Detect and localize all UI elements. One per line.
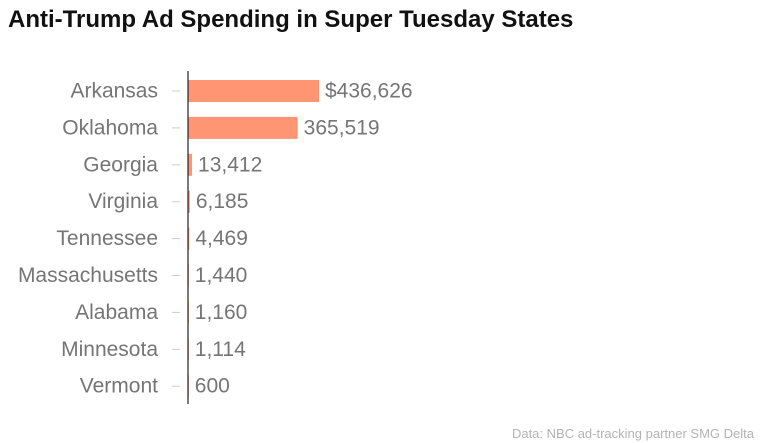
category-label: Georgia bbox=[83, 153, 158, 176]
value-label: $436,626 bbox=[325, 80, 413, 103]
category-label: Minnesota bbox=[61, 338, 158, 361]
value-label: 1,160 bbox=[195, 301, 248, 324]
category-ticks bbox=[172, 90, 180, 387]
value-label: 4,469 bbox=[195, 227, 248, 250]
value-label: 13,412 bbox=[198, 153, 262, 176]
value-label: 1,114 bbox=[195, 338, 246, 361]
bar bbox=[188, 153, 193, 176]
bar bbox=[188, 190, 190, 213]
category-labels: Arkansas Oklahoma Georgia Virginia Tennessee… bbox=[18, 80, 158, 398]
value-label: 1,440 bbox=[195, 264, 248, 287]
category-label: Alabama bbox=[75, 301, 158, 324]
bar bbox=[188, 80, 319, 102]
bar bbox=[188, 116, 298, 139]
value-label: 6,185 bbox=[196, 190, 249, 213]
chart-title: Anti-Trump Ad Spending in Super Tuesday … bbox=[8, 6, 574, 33]
category-label: Oklahoma bbox=[62, 116, 158, 139]
value-label: 600 bbox=[195, 375, 230, 398]
category-label: Arkansas bbox=[70, 80, 158, 103]
category-label: Vermont bbox=[80, 375, 158, 398]
category-label: Tennessee bbox=[56, 227, 158, 250]
bar bbox=[188, 227, 190, 250]
source-note: Data: NBC ad-tracking partner SMG Delta bbox=[511, 426, 754, 441]
category-label: Virginia bbox=[88, 190, 158, 213]
category-label: Massachusetts bbox=[18, 264, 158, 287]
value-labels: $436,626 365,519 13,412 6,185 4,469 1,440 1,16… bbox=[195, 80, 413, 398]
value-label: 365,519 bbox=[304, 116, 380, 139]
